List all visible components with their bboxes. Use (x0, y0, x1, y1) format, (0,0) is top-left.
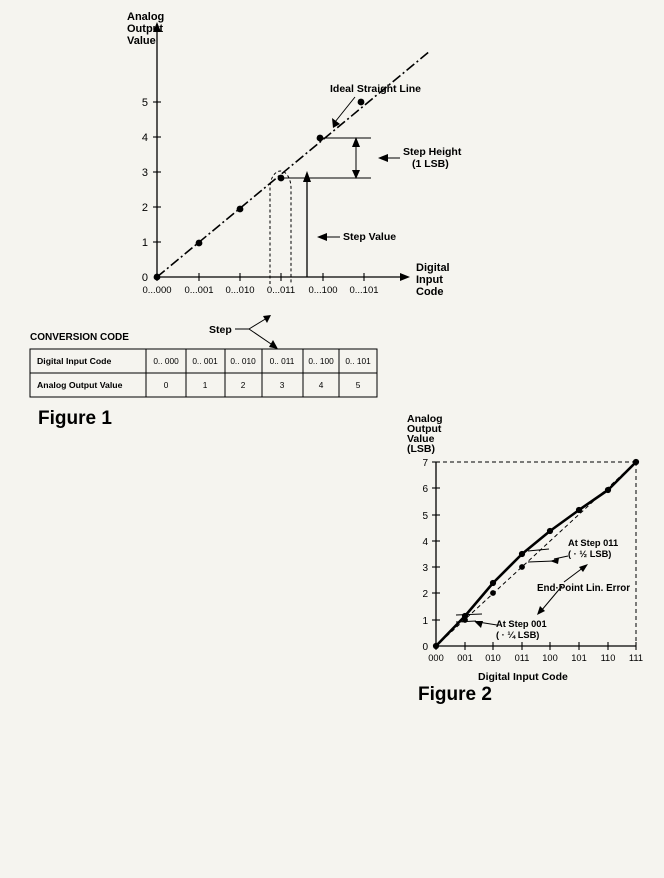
svg-text:CONVERSION CODE: CONVERSION CODE (30, 332, 129, 343)
svg-text:0...010: 0...010 (225, 285, 254, 296)
svg-text:0.. 101: 0.. 101 (345, 356, 371, 366)
svg-text:5: 5 (142, 97, 148, 109)
svg-text:Input: Input (416, 274, 443, 286)
svg-text:Digital Input Code: Digital Input Code (478, 671, 568, 683)
svg-text:4: 4 (422, 537, 428, 548)
svg-text:( · ¼ LSB): ( · ¼ LSB) (496, 630, 539, 640)
svg-text:( · ½ LSB): ( · ½ LSB) (568, 549, 611, 559)
svg-text:111: 111 (629, 653, 643, 663)
svg-text:6: 6 (422, 484, 428, 495)
svg-text:0.. 000: 0.. 000 (153, 356, 179, 366)
svg-text:0...000: 0...000 (142, 285, 171, 296)
svg-text:0...101: 0...101 (349, 285, 378, 296)
svg-text:Code: Code (416, 286, 444, 298)
svg-text:Digital: Digital (416, 262, 450, 274)
svg-text:Figure 2: Figure 2 (418, 684, 492, 705)
svg-text:0.. 100: 0.. 100 (308, 356, 334, 366)
svg-text:011: 011 (515, 653, 530, 663)
svg-text:3: 3 (422, 563, 428, 574)
svg-text:5: 5 (356, 380, 361, 390)
svg-text:4: 4 (142, 132, 148, 144)
svg-text:101: 101 (571, 653, 587, 663)
svg-text:(1 LSB): (1 LSB) (412, 158, 449, 170)
svg-text:0...100: 0...100 (308, 285, 337, 296)
svg-text:(LSB): (LSB) (407, 443, 435, 455)
svg-text:0...001: 0...001 (184, 285, 213, 296)
svg-text:Digital Input Code: Digital Input Code (37, 356, 111, 366)
svg-text:0.. 001: 0.. 001 (192, 356, 218, 366)
svg-text:End·Point Lin. Error: End·Point Lin. Error (537, 583, 630, 594)
svg-text:Figure 1: Figure 1 (38, 408, 112, 429)
svg-text:Analog: Analog (127, 11, 164, 23)
svg-text:2: 2 (422, 589, 428, 600)
svg-text:0: 0 (422, 642, 428, 653)
svg-text:Value: Value (127, 35, 156, 47)
svg-text:7: 7 (422, 458, 428, 469)
svg-text:Analog Output Value: Analog Output Value (37, 380, 123, 390)
svg-text:At Step 001: At Step 001 (496, 619, 547, 629)
svg-text:1: 1 (203, 380, 208, 390)
svg-text:100: 100 (542, 653, 558, 663)
svg-text:Step: Step (209, 324, 232, 336)
svg-text:4: 4 (319, 380, 324, 390)
svg-text:1: 1 (422, 616, 428, 627)
svg-text:Step Value: Step Value (343, 231, 396, 243)
svg-text:At Step 011: At Step 011 (568, 538, 618, 548)
svg-text:3: 3 (280, 380, 285, 390)
svg-text:Output: Output (127, 23, 163, 35)
svg-text:5: 5 (422, 511, 428, 522)
svg-text:1: 1 (142, 237, 148, 249)
svg-text:001: 001 (457, 653, 473, 663)
svg-text:110: 110 (601, 653, 616, 663)
svg-text:000: 000 (428, 653, 444, 663)
svg-text:3: 3 (142, 167, 148, 179)
svg-text:Ideal Straight Line: Ideal Straight Line (330, 83, 421, 95)
svg-text:0...011: 0...011 (267, 285, 295, 296)
svg-text:0.. 011: 0.. 011 (270, 356, 295, 366)
svg-text:010: 010 (485, 653, 501, 663)
svg-text:0: 0 (164, 380, 169, 390)
svg-text:2: 2 (241, 380, 246, 390)
svg-text:0.. 010: 0.. 010 (230, 356, 256, 366)
svg-text:0: 0 (142, 272, 148, 284)
svg-text:Step Height: Step Height (403, 146, 462, 158)
svg-text:2: 2 (142, 202, 148, 214)
